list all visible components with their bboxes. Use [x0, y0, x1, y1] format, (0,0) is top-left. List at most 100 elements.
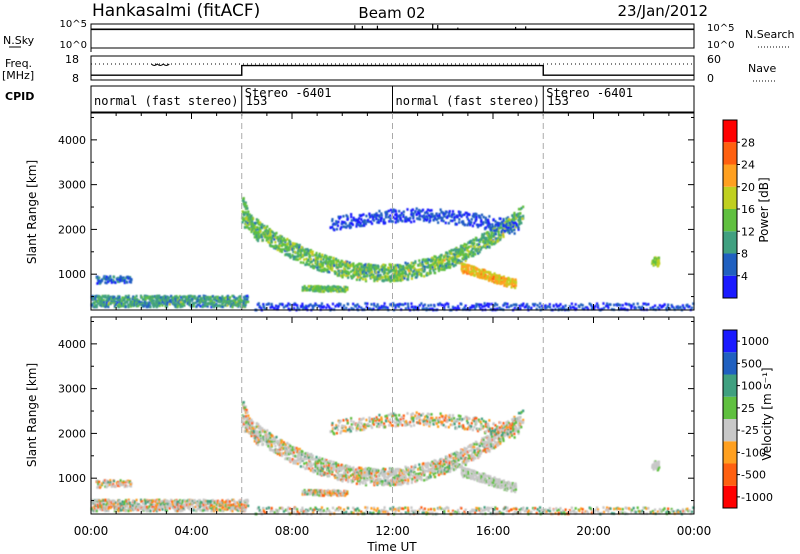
echo-cell	[331, 219, 334, 223]
echo-cell	[342, 261, 345, 265]
echo-cell	[282, 452, 285, 455]
echo-cell	[286, 248, 289, 251]
echo-cell	[184, 299, 187, 303]
echo-cell	[243, 202, 247, 206]
echo-cell	[385, 268, 388, 272]
echo-cell	[443, 308, 446, 311]
echo-cell	[109, 302, 112, 306]
echo-cell	[288, 303, 292, 307]
echo-cell	[227, 302, 230, 306]
echo-cell	[485, 246, 488, 250]
echo-cell	[379, 273, 382, 277]
echo-cell	[493, 281, 496, 284]
echo-cell	[454, 260, 457, 264]
echo-cell	[257, 426, 260, 430]
echo-cell	[354, 270, 357, 274]
echo-cell	[127, 303, 130, 307]
echo-cell	[512, 281, 515, 285]
echo-cell	[127, 305, 130, 309]
echo-cell	[477, 248, 480, 251]
echo-cell	[423, 214, 426, 217]
echo-cell	[426, 216, 429, 219]
echo-cell	[366, 266, 370, 270]
echo-cell	[345, 466, 348, 469]
echo-cell	[372, 302, 376, 306]
echo-cell	[376, 308, 380, 311]
echo-cell	[158, 304, 161, 308]
echo-cell	[90, 295, 94, 299]
echo-cell	[471, 304, 474, 308]
echo-cell	[390, 219, 393, 223]
echo-cell	[373, 213, 376, 217]
echo-cell	[425, 210, 428, 214]
echo-cell	[280, 444, 283, 447]
echo-cell	[445, 257, 448, 261]
echo-cell	[386, 476, 390, 479]
echo-cell	[619, 303, 622, 307]
echo-cell	[256, 430, 259, 433]
echo-cell	[315, 285, 318, 288]
echo-cell	[263, 224, 266, 228]
echo-cell	[327, 305, 330, 308]
echo-cell	[192, 304, 195, 308]
echo-cell	[302, 248, 305, 252]
echo-cell	[463, 256, 466, 259]
echo-cell	[242, 304, 245, 307]
echo-cell	[502, 217, 505, 221]
echo-cell	[371, 275, 374, 279]
echo-cell	[476, 251, 480, 255]
echo-cell	[394, 271, 397, 274]
cpid-segment-label: Stereo -6401	[546, 86, 633, 100]
echo-cell	[607, 306, 610, 310]
echo-cell	[394, 483, 397, 486]
echo-cell	[167, 298, 170, 302]
echo-cell	[108, 279, 111, 282]
echo-cell	[514, 286, 517, 290]
echo-cell	[468, 308, 472, 311]
echo-cell	[378, 209, 381, 213]
echo-cell	[515, 223, 518, 227]
echo-cell	[326, 303, 329, 307]
echo-cell	[394, 469, 397, 472]
echo-cell	[438, 267, 441, 270]
echo-cell	[261, 443, 264, 446]
echo-cell	[299, 465, 302, 468]
echo-cell	[320, 302, 324, 305]
echo-cell	[201, 305, 205, 308]
echo-cell	[242, 218, 246, 222]
echo-cell	[249, 426, 252, 430]
echo-cell	[291, 452, 294, 455]
echo-cell	[307, 453, 311, 456]
echo-cell	[364, 479, 367, 482]
echo-cell	[459, 211, 462, 214]
echo-cell	[303, 462, 306, 465]
echo-cell	[301, 286, 304, 289]
colorbar-tick-label: 24	[741, 159, 755, 172]
echo-cell	[325, 460, 329, 464]
echo-cell	[246, 425, 249, 429]
echo-cell	[325, 459, 328, 462]
echo-cell	[312, 266, 315, 270]
echo-cell	[346, 471, 350, 474]
echo-cell	[113, 299, 116, 302]
echo-cell	[212, 305, 216, 309]
echo-cell	[112, 275, 116, 279]
echo-cell	[506, 224, 510, 228]
echo-cell	[493, 226, 496, 229]
echo-cell	[294, 459, 297, 463]
echo-cell	[166, 301, 169, 304]
echo-cell	[397, 219, 400, 223]
echo-cell	[440, 268, 443, 271]
echo-cell	[313, 265, 317, 269]
echo-cell	[147, 303, 150, 307]
echo-cell	[104, 277, 107, 281]
echo-cell	[263, 430, 266, 434]
noise-right-tick-bottom: 10^0	[707, 40, 734, 51]
echo-cell	[328, 270, 331, 274]
echo-cell	[279, 452, 282, 455]
echo-cell	[346, 224, 349, 228]
echo-cell	[329, 267, 332, 271]
echo-cell	[350, 213, 353, 216]
echo-cell	[397, 305, 400, 308]
echo-cell	[498, 222, 501, 225]
